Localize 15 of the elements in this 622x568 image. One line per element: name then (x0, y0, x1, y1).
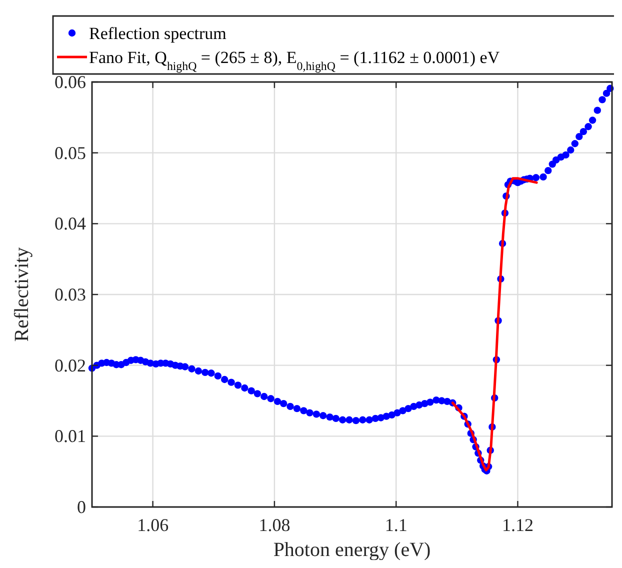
y-axis-title: Reflectivity (11, 247, 33, 342)
x-tick-label: 1.1 (384, 515, 408, 535)
y-tick-label: 0.01 (54, 426, 86, 446)
y-tick-label: 0.03 (54, 284, 86, 304)
y-tick-label: 0.06 (54, 72, 86, 92)
legend-label: Reflection spectrum (89, 24, 226, 43)
y-tick-label: 0 (77, 497, 86, 517)
y-tick-label: 0.05 (54, 142, 86, 163)
legend-label: Fano Fit, Q$_{highQ}$ = (265 ± 8), E$_{0,highQ}$ = (1.1162 ± 0.0001) eV (89, 48, 500, 73)
x-tick-label: 1.08 (258, 515, 290, 535)
y-tick-label: 0.04 (54, 214, 86, 234)
x-tick-label: 1.06 (137, 515, 169, 535)
y-tick-label: 0.02 (54, 355, 86, 376)
x-tick-label: 1.12 (502, 515, 534, 535)
x-axis-title: Photon energy (eV) (273, 539, 431, 561)
